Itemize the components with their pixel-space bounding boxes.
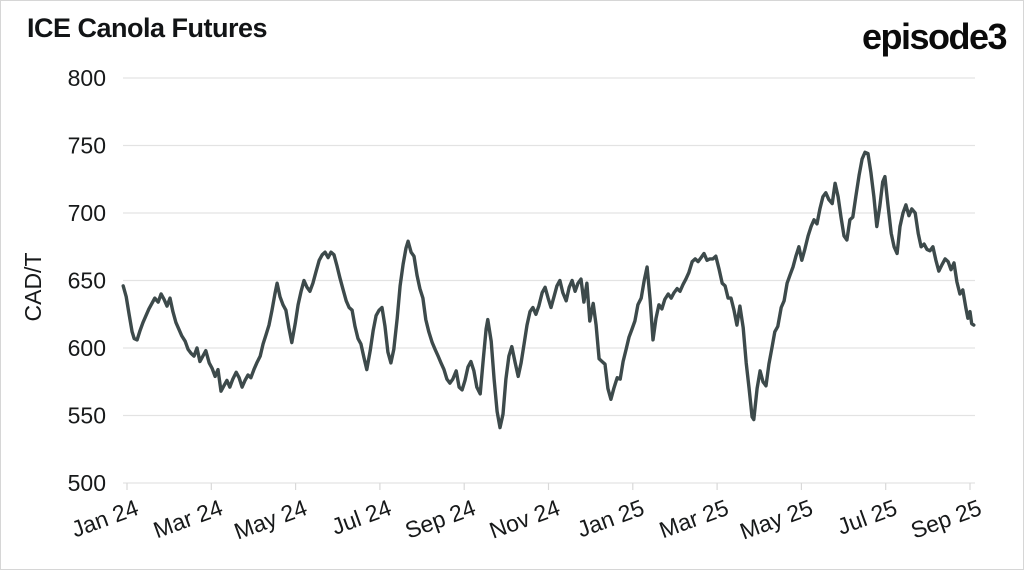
x-tick-label: Sep 25 <box>907 494 984 543</box>
price-line <box>121 150 976 430</box>
x-tick-label: May 25 <box>736 494 816 544</box>
x-tick-label: May 24 <box>231 494 311 544</box>
episode3-logo: episode3 <box>861 16 1008 57</box>
chart-title: ICE Canola Futures <box>27 13 268 43</box>
x-tick-label: Jan 24 <box>68 494 142 542</box>
x-tick-label: Jan 25 <box>574 494 648 542</box>
y-tick-label: 550 <box>68 403 106 429</box>
x-tick-label: Jul 24 <box>328 494 395 539</box>
y-tick-label: 800 <box>68 65 106 91</box>
x-tick-label: Mar 24 <box>150 494 226 543</box>
y-axis-title: CAD/T <box>20 253 46 322</box>
x-tick-label: Nov 24 <box>486 494 564 543</box>
x-tick-label: Jul 25 <box>834 494 901 539</box>
x-tick-label: Mar 25 <box>656 494 732 543</box>
x-tick-label: Sep 24 <box>402 494 480 543</box>
y-tick-label: 650 <box>68 268 106 294</box>
y-tick-label: 750 <box>68 133 106 159</box>
y-tick-label: 500 <box>68 470 106 496</box>
y-tick-label: 600 <box>68 335 106 361</box>
y-tick-label: 700 <box>68 200 106 226</box>
